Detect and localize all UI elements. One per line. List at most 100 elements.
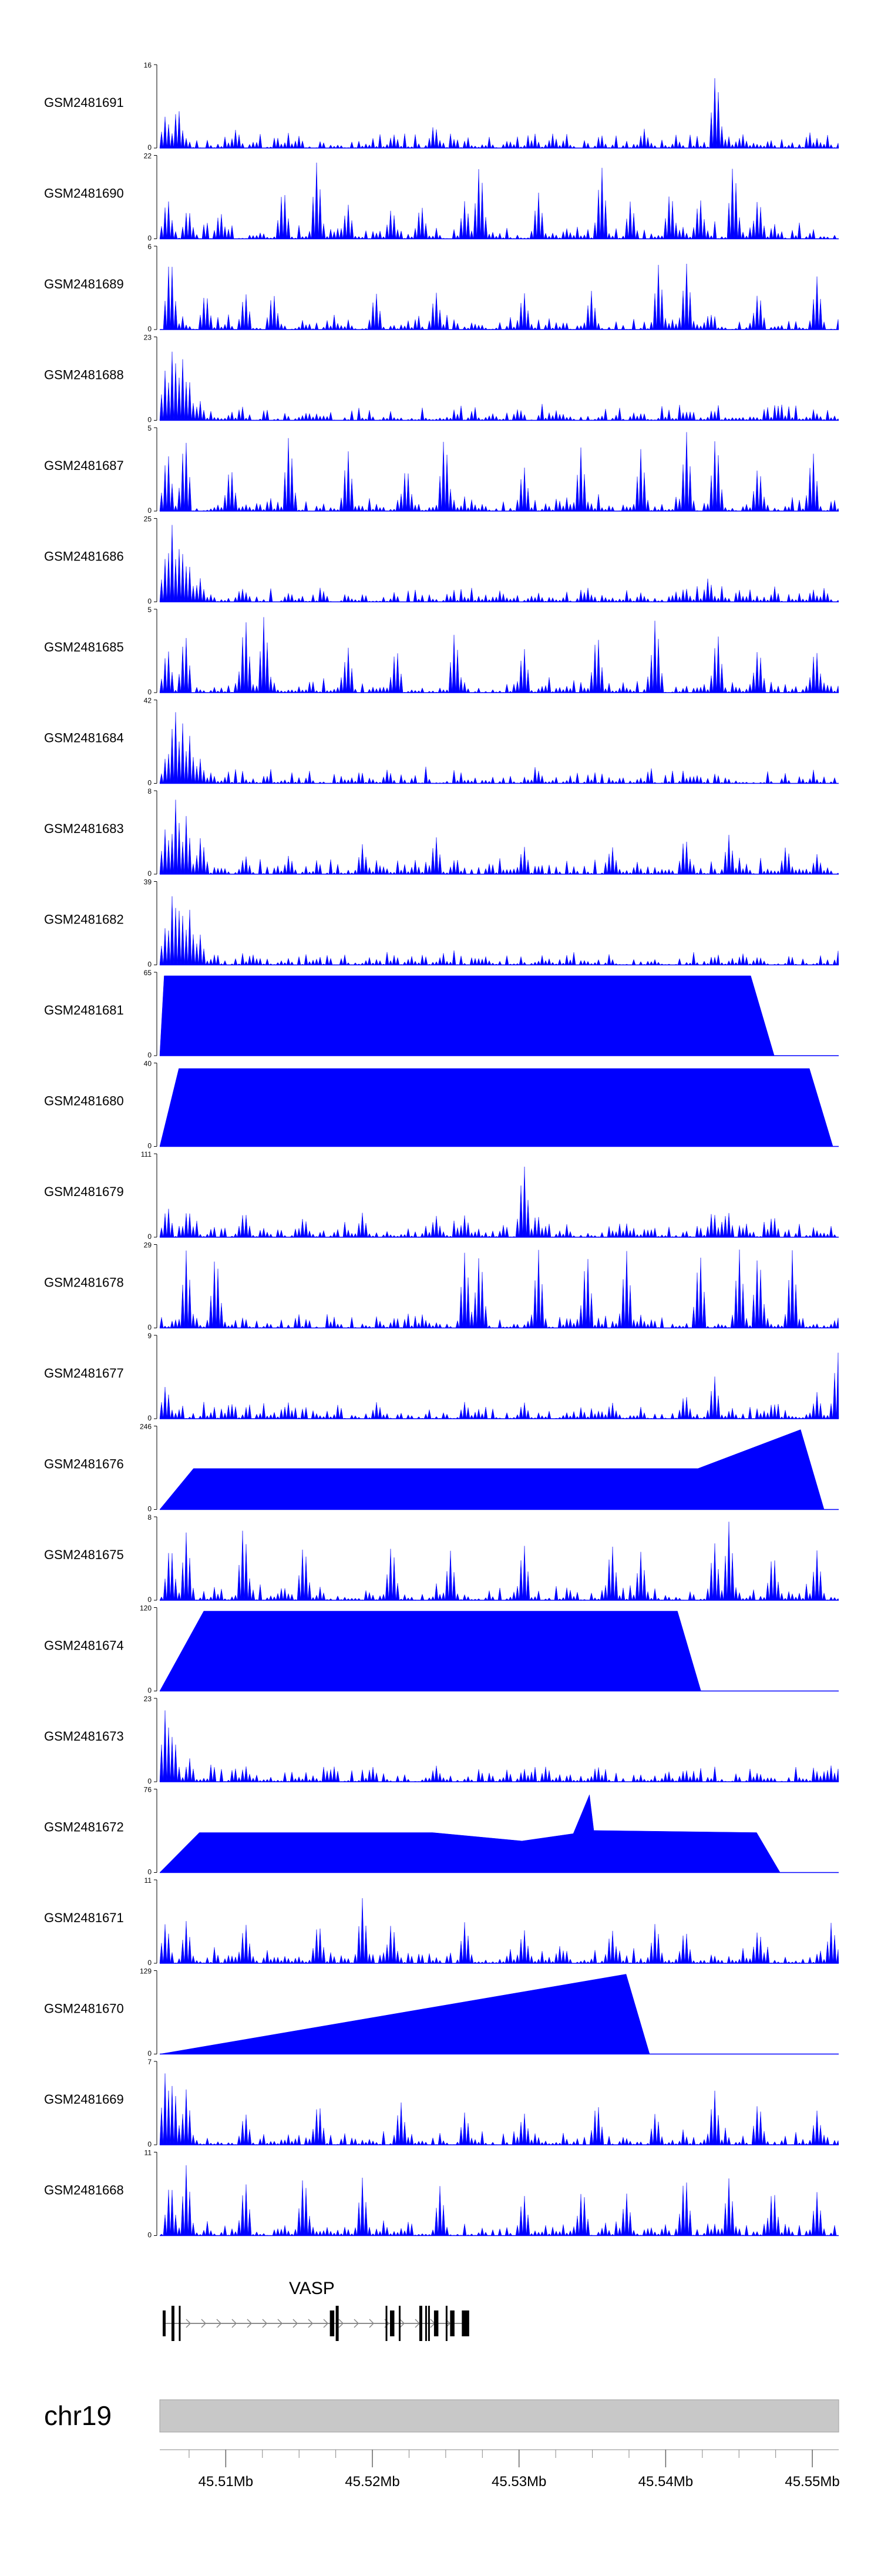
y-min-label: 0 [147,1414,152,1422]
strand-arrow [338,2319,344,2328]
y-min-label: 0 [147,234,152,243]
strand-arrow [369,2319,375,2328]
chromosome-ideogram [159,2399,839,2433]
coverage-area [159,896,839,966]
exon [419,2306,422,2341]
track-GSM2481674: GSM2481674 120 0 [44,1604,839,1695]
track-GSM2481678: GSM2481678 29 0 [44,1241,839,1332]
coverage-area [159,1068,839,1147]
coverage-area [159,1166,839,1238]
track-label: GSM2481684 [44,731,124,745]
exon [425,2306,427,2341]
exon [450,2310,455,2336]
track-GSM2481688: GSM2481688 23 0 [44,334,839,424]
track-label: GSM2481689 [44,277,124,291]
track-label: GSM2481669 [44,2092,124,2107]
track-label: GSM2481670 [44,2001,124,2016]
y-min-label: 0 [147,143,152,152]
track-GSM2481683: GSM2481683 8 0 [44,787,839,878]
track-GSM2481684: GSM2481684 42 0 [44,697,839,787]
track-GSM2481670: GSM2481670 129 0 [44,1967,839,2058]
track-label: GSM2481675 [44,1547,124,1562]
y-max-label: 120 [140,1604,152,1613]
track-label: GSM2481676 [44,1457,124,1472]
y-min-label: 0 [147,688,152,696]
track-label: GSM2481681 [44,1003,124,1017]
coverage-area [159,1522,839,1601]
track-label: GSM2481690 [44,186,124,201]
y-min-label: 0 [147,416,152,424]
y-max-label: 39 [144,878,152,886]
y-min-label: 0 [147,1232,152,1241]
strand-arrow [247,2319,253,2328]
y-min-label: 0 [147,779,152,787]
track-GSM2481680: GSM2481680 40 0 [44,1060,839,1150]
coverage-area [159,1611,839,1691]
track-GSM2481671: GSM2481671 11 0 [44,1876,839,1967]
track-label: GSM2481672 [44,1820,124,1835]
y-max-label: 5 [147,606,152,614]
track-label: GSM2481680 [44,1094,124,1109]
y-max-label: 8 [147,1513,152,1522]
y-max-label: 129 [140,1967,152,1976]
gene-model-vasp: VASP [162,2279,469,2341]
y-max-label: 29 [144,1241,152,1250]
coverage-area [159,162,839,240]
track-GSM2481686: GSM2481686 25 0 [44,515,839,606]
track-GSM2481685: GSM2481685 5 0 [44,606,839,696]
y-min-label: 0 [147,960,152,969]
y-min-label: 0 [147,597,152,606]
exon [389,2310,395,2336]
strand-arrow [231,2319,237,2328]
exon [398,2306,401,2341]
y-min-label: 0 [147,1868,152,1876]
y-min-label: 0 [147,1687,152,1695]
coverage-area [159,1429,839,1510]
track-GSM2481681: GSM2481681 65 0 [44,969,839,1059]
track-label: GSM2481687 [44,458,124,473]
y-min-label: 0 [147,1596,152,1604]
coverage-area [159,2073,839,2145]
y-min-label: 0 [147,2050,152,2058]
y-min-label: 0 [147,1142,152,1150]
coverage-area [159,351,839,421]
strand-arrow [354,2319,359,2328]
track-GSM2481689: GSM2481689 6 0 [44,243,839,333]
track-label: GSM2481674 [44,1638,124,1653]
track-label: GSM2481685 [44,640,124,654]
track-GSM2481675: GSM2481675 8 0 [44,1513,839,1604]
coverage-area [159,2165,839,2236]
strand-arrow [216,2319,222,2328]
exon [335,2306,339,2341]
y-min-label: 0 [147,1505,152,1513]
y-min-label: 0 [147,1324,152,1332]
track-GSM2481672: GSM2481672 76 0 [44,1786,839,1876]
y-max-label: 8 [147,787,152,795]
x-tick-label: 45.52Mb [345,2474,399,2490]
coverage-area [159,1250,839,1329]
y-max-label: 23 [144,334,152,342]
y-max-label: 11 [144,2149,152,2157]
y-max-label: 23 [144,1695,152,1703]
track-GSM2481669: GSM2481669 7 0 [44,2058,839,2148]
coverage-area [159,975,839,1056]
track-GSM2481690: GSM2481690 22 0 [44,152,839,243]
y-min-label: 0 [147,1959,152,1967]
y-min-label: 0 [147,1777,152,1785]
x-tick-label: 45.53Mb [492,2474,546,2490]
y-max-label: 11 [144,1876,152,1885]
track-label: GSM2481686 [44,549,124,564]
y-max-label: 76 [144,1786,152,1794]
x-tick-label: 45.54Mb [638,2474,693,2490]
track-label: GSM2481688 [44,368,124,382]
coverage-area [159,617,839,693]
track-label: GSM2481677 [44,1366,124,1381]
x-tick-label: 45.55Mb [785,2474,839,2490]
exon [385,2306,388,2341]
track-label: GSM2481671 [44,1910,124,1925]
coverage-area [159,800,839,875]
track-label: GSM2481678 [44,1275,124,1290]
coverage-area [159,1710,839,1782]
exon [179,2306,181,2341]
